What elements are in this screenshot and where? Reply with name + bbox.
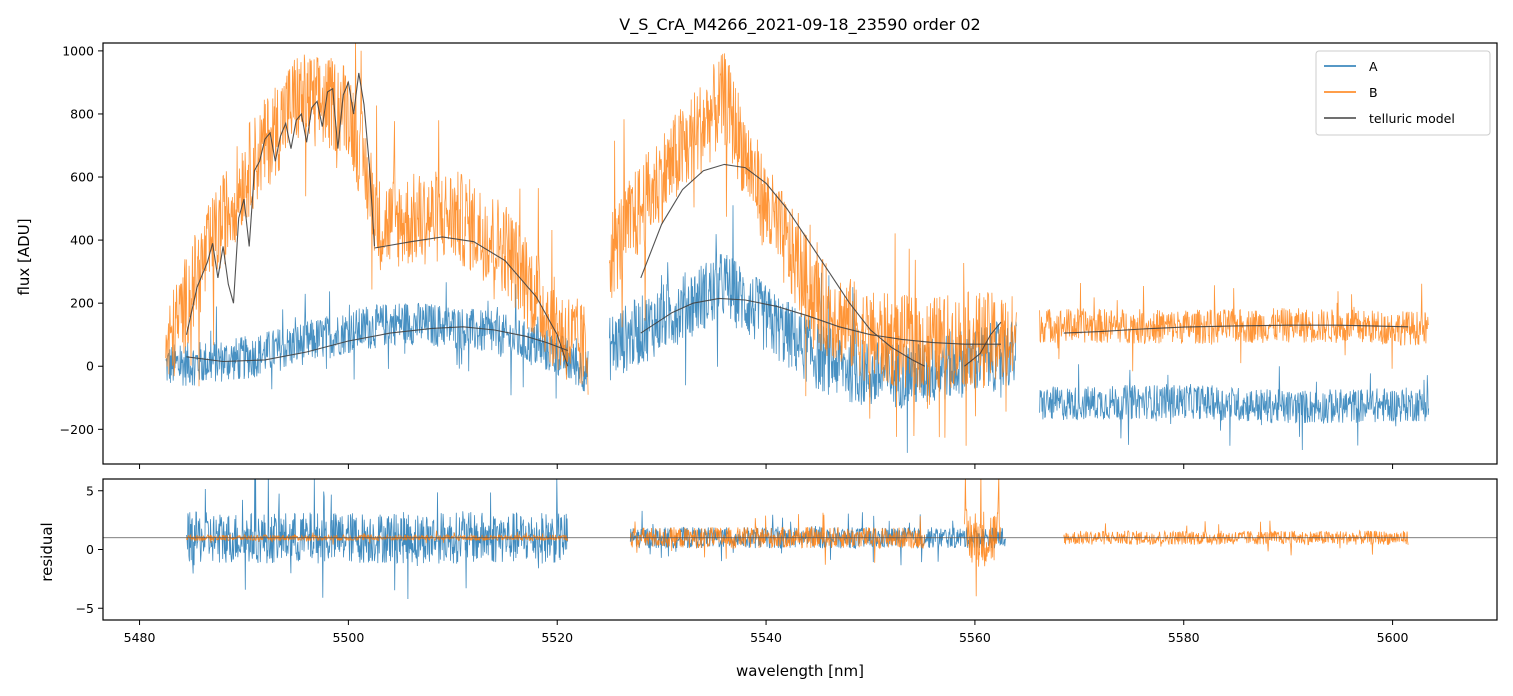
residual-y-axis: −5 0 5 (76, 483, 103, 616)
flux-axes-frame (102, 42, 1498, 465)
y-tick-label: 0 (86, 359, 94, 374)
telluric-model-segment-2 (374, 236, 569, 367)
telluric-model-segment-1 (185, 72, 376, 335)
flux-x-axis (139, 464, 1394, 469)
y-tick-label: −5 (76, 601, 94, 616)
legend-label-a: A (1369, 59, 1378, 74)
x-tick-label: 5500 (332, 630, 364, 645)
y-tick-label: 800 (70, 106, 94, 121)
x-tick-label: 5600 (1377, 630, 1409, 645)
series-a-segment-3 (1039, 364, 1430, 451)
y-tick-label: 600 (70, 170, 94, 185)
residual-b-segment-4 (1063, 520, 1409, 556)
y-tick-label: 5 (86, 483, 94, 498)
telluric-model-segment-6 (964, 321, 1002, 367)
chart-title: V_S_CrA_M4266_2021-09-18_23590 order 02 (619, 15, 980, 35)
x-tick-label: 5540 (750, 630, 782, 645)
x-axis-label: wavelength [nm] (736, 662, 864, 680)
legend: A B telluric model (1315, 50, 1491, 136)
residual-b-segment-3 (964, 479, 1001, 597)
flux-y-axis-label: flux [ADU] (15, 218, 33, 295)
series-b-segment-3 (1039, 282, 1430, 372)
residual-a-segment-2 (629, 510, 1007, 566)
telluric-model-segment-4 (640, 163, 926, 367)
x-tick-label: 5560 (959, 630, 991, 645)
x-tick-label: 5520 (541, 630, 573, 645)
x-tick-label: 5580 (1168, 630, 1200, 645)
flux-panel: −200 0 200 400 600 800 1000 flux [ADU] (15, 42, 1498, 469)
telluric-model-segment-5 (640, 297, 1001, 345)
flux-y-axis: −200 0 200 400 600 800 1000 (60, 43, 103, 437)
flux-plot-area (165, 43, 1430, 453)
legend-box (1315, 50, 1491, 136)
residual-panel: −5 0 5 5480 5500 5520 5540 5560 5580 5600 residu… (38, 478, 1498, 680)
y-tick-label: 0 (86, 542, 94, 557)
telluric-model-segment-3 (186, 326, 568, 363)
residual-b-segment-2 (629, 512, 925, 565)
y-tick-label: 400 (70, 233, 94, 248)
series-a-segment-1 (165, 282, 589, 399)
y-tick-label: −200 (60, 422, 94, 437)
telluric-model-segment-7 (1063, 324, 1409, 334)
residual-plot-area (103, 479, 1497, 600)
legend-label-telluric: telluric model (1369, 111, 1455, 126)
legend-label-b: B (1369, 85, 1378, 100)
residual-x-axis: 5480 5500 5520 5540 5560 5580 5600 (124, 620, 1409, 645)
y-tick-label: 200 (70, 296, 94, 311)
x-tick-label: 5480 (124, 630, 156, 645)
residual-y-axis-label: residual (38, 522, 56, 581)
series-b-segment-2 (609, 53, 1017, 446)
y-tick-label: 1000 (62, 43, 94, 58)
series-b-segment-1 (165, 43, 589, 395)
